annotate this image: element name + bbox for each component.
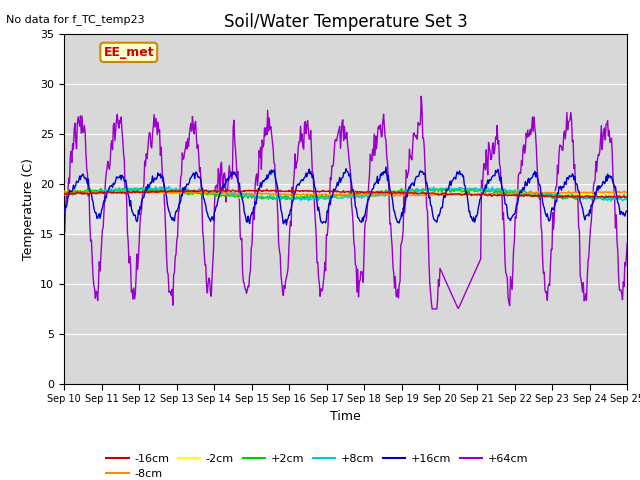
-8cm — [60, 190, 68, 195]
+16cm — [70, 186, 78, 192]
-8cm — [216, 190, 224, 195]
-16cm — [60, 192, 68, 197]
+2cm — [60, 191, 68, 197]
+8cm — [415, 187, 422, 192]
-2cm — [432, 190, 440, 196]
-8cm — [416, 192, 424, 198]
+64cm — [414, 120, 422, 125]
-2cm — [70, 188, 78, 194]
-8cm — [623, 190, 631, 195]
+64cm — [417, 94, 425, 99]
+64cm — [432, 306, 440, 312]
Line: -8cm: -8cm — [64, 191, 627, 197]
-8cm — [390, 194, 398, 200]
+2cm — [70, 190, 78, 195]
+64cm — [60, 237, 68, 242]
Line: +16cm: +16cm — [64, 167, 627, 225]
+16cm — [128, 208, 136, 214]
Line: -16cm: -16cm — [64, 189, 627, 198]
Y-axis label: Temperature (C): Temperature (C) — [22, 158, 35, 260]
-2cm — [186, 190, 194, 196]
-16cm — [215, 188, 223, 194]
+16cm — [432, 218, 440, 224]
+16cm — [382, 164, 390, 170]
Bar — [64, 184, 627, 234]
+64cm — [70, 127, 78, 132]
-16cm — [431, 191, 439, 196]
-2cm — [623, 193, 631, 199]
+16cm — [215, 193, 223, 199]
Line: +2cm: +2cm — [64, 188, 627, 200]
-16cm — [575, 195, 583, 201]
-2cm — [416, 189, 424, 195]
+16cm — [416, 169, 424, 175]
+2cm — [215, 194, 223, 200]
+8cm — [60, 191, 68, 196]
-8cm — [186, 190, 194, 196]
+64cm — [128, 287, 136, 292]
Bar — [64, 184, 627, 234]
-16cm — [623, 194, 631, 200]
+64cm — [215, 174, 223, 180]
-8cm — [162, 188, 170, 194]
-8cm — [128, 190, 136, 195]
+16cm — [186, 180, 193, 185]
X-axis label: Time: Time — [330, 410, 361, 423]
-16cm — [186, 188, 193, 194]
+8cm — [128, 189, 136, 194]
+8cm — [70, 192, 78, 198]
-2cm — [259, 196, 267, 202]
+2cm — [431, 189, 438, 194]
-16cm — [263, 186, 271, 192]
+2cm — [456, 185, 463, 191]
+2cm — [128, 186, 136, 192]
+16cm — [283, 222, 291, 228]
Text: No data for f_TC_temp23: No data for f_TC_temp23 — [6, 14, 145, 25]
+8cm — [216, 190, 224, 196]
+2cm — [623, 195, 631, 201]
+8cm — [607, 198, 614, 204]
+16cm — [60, 210, 68, 216]
+2cm — [598, 197, 606, 203]
+64cm — [186, 132, 193, 138]
+2cm — [186, 189, 193, 195]
+8cm — [165, 184, 173, 190]
+8cm — [623, 197, 631, 203]
Line: +64cm: +64cm — [64, 96, 627, 309]
+64cm — [428, 306, 436, 312]
-16cm — [128, 190, 136, 196]
-2cm — [216, 193, 224, 199]
+8cm — [186, 188, 194, 193]
Text: EE_met: EE_met — [104, 46, 154, 59]
Legend: -16cm, -8cm, -2cm, +2cm, +8cm, +16cm, +64cm: -16cm, -8cm, -2cm, +2cm, +8cm, +16cm, +6… — [102, 449, 533, 480]
+16cm — [623, 208, 631, 214]
+64cm — [623, 240, 631, 246]
Line: -2cm: -2cm — [64, 189, 627, 199]
-8cm — [70, 190, 78, 196]
+2cm — [414, 187, 422, 193]
+8cm — [431, 187, 439, 193]
Title: Soil/Water Temperature Set 3: Soil/Water Temperature Set 3 — [224, 12, 467, 31]
-2cm — [60, 190, 68, 195]
-16cm — [415, 191, 422, 196]
-16cm — [70, 191, 78, 197]
-8cm — [432, 192, 440, 197]
-2cm — [71, 186, 79, 192]
-2cm — [129, 190, 137, 195]
Line: +8cm: +8cm — [64, 187, 627, 201]
